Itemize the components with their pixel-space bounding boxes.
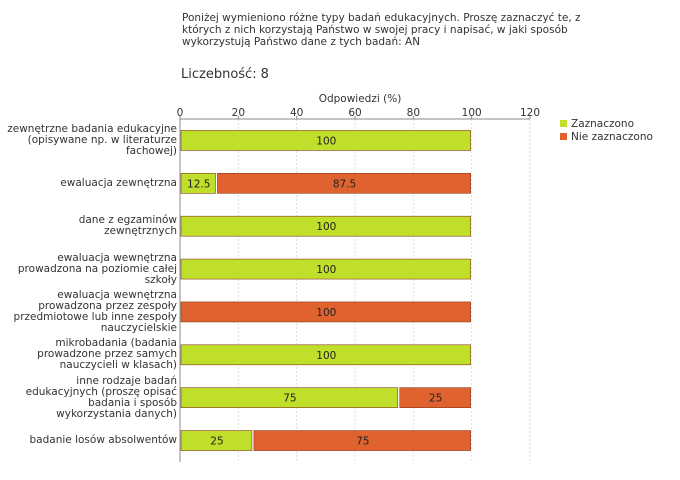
count-label: Liczebność:: [181, 67, 257, 82]
bar-zaznaczono: [180, 387, 399, 408]
sample-size: Liczebność: 8: [181, 67, 269, 82]
category-label: zewnętrzne badania edukacyjne (opisywane …: [7, 122, 177, 157]
legend-item-nie-zaznaczono: Nie zaznaczono: [560, 130, 653, 143]
category-label: mikrobadania (badania prowadzone przez sa…: [37, 337, 177, 372]
x-tick-label: 20: [232, 107, 245, 119]
legend-swatch-zaznaczono: [560, 120, 567, 127]
legend-label-zaznaczono: Zaznaczono: [571, 117, 635, 130]
bar-zaznaczono: [180, 430, 253, 451]
x-axis-title: Odpowiedzi (%): [319, 93, 402, 105]
category-label: badanie losów absolwentów: [29, 434, 177, 447]
count-value: 8: [260, 67, 269, 82]
legend-label-nie-zaznaczono: Nie zaznaczono: [571, 130, 653, 143]
category-label: inne rodzaje badań edukacyjnych (proszę o…: [25, 374, 177, 420]
bar-zaznaczono: [180, 130, 471, 151]
bar-value-label: 25: [429, 393, 442, 405]
bar-value-label: 75: [283, 393, 296, 405]
x-tick-label: 40: [290, 107, 303, 119]
bar-nie-zaznaczono: [399, 387, 471, 408]
x-tick-label: 80: [407, 107, 420, 119]
bar-zaznaczono: [180, 215, 471, 237]
category-label: ewaluacja wewnętrzna prowadzona na poziom…: [17, 251, 177, 286]
bar-zaznaczono: [180, 344, 471, 366]
bar-nie-zaznaczono: [180, 301, 471, 323]
legend: Zaznaczono Nie zaznaczono: [560, 117, 653, 143]
bar-value-label: 87.5: [333, 178, 356, 190]
x-tick-label: 120: [520, 107, 540, 119]
bar-value-label: 12.5: [187, 178, 210, 190]
bar-zaznaczono: [180, 173, 216, 194]
bar-value-label: 100: [316, 350, 336, 362]
bar-value-label: 25: [210, 436, 223, 448]
category-label: ewaluacja wewnętrzna prowadzona przez zes…: [13, 288, 177, 334]
bar-zaznaczono: [180, 258, 471, 280]
bar-value-label: 75: [356, 436, 369, 448]
bar-nie-zaznaczono: [217, 173, 471, 194]
x-tick-label: 0: [177, 107, 184, 119]
legend-item-zaznaczono: Zaznaczono: [560, 117, 653, 130]
question-text: Poniżej wymieniono różne typy badań eduk…: [182, 12, 581, 48]
category-label: dane z egzaminów zewnętrznych: [78, 214, 177, 238]
bar-value-label: 100: [316, 135, 336, 147]
bar-value-label: 100: [316, 221, 336, 233]
bar-nie-zaznaczono: [253, 430, 471, 451]
legend-swatch-nie-zaznaczono: [560, 133, 567, 140]
x-tick-label: 100: [462, 107, 482, 119]
bar-value-label: 100: [316, 264, 336, 276]
x-tick-label: 60: [348, 107, 361, 119]
category-label: ewaluacja zewnętrzna: [60, 176, 177, 189]
bar-value-label: 100: [316, 307, 336, 319]
